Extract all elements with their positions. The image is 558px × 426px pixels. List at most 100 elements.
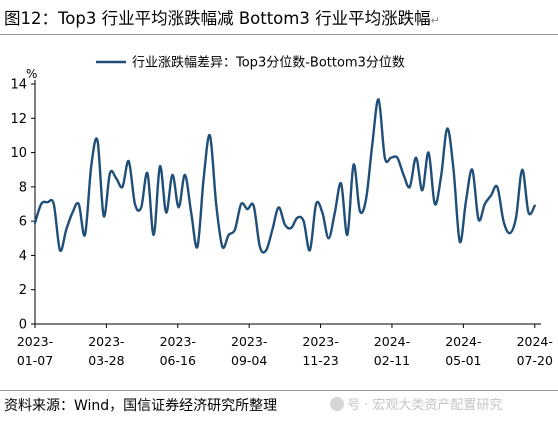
data-point — [464, 198, 468, 202]
data-point — [514, 216, 518, 220]
data-point — [283, 222, 287, 226]
data-point — [220, 245, 224, 249]
data-point — [39, 202, 43, 206]
data-point — [189, 210, 193, 214]
data-point — [301, 219, 305, 223]
y-axis: 0 2 4 6 8 10 12 14 — [10, 78, 36, 333]
data-point — [370, 142, 374, 146]
y-tick-label: 2 — [19, 283, 27, 298]
data-point — [389, 156, 393, 160]
data-point — [120, 185, 124, 189]
y-tick-label: 14 — [10, 78, 27, 93]
data-point — [495, 185, 499, 189]
data-point — [176, 205, 180, 209]
paragraph-mark-icon: ↵ — [430, 14, 440, 27]
figure-title-text: 图12：Top3 行业平均涨跌幅减 Bottom3 行业平均涨跌幅 — [4, 9, 431, 28]
data-point — [414, 156, 418, 160]
x-tick-label-year: 2023- — [88, 334, 124, 349]
y-tick-label: 12 — [10, 112, 27, 127]
data-point — [339, 181, 343, 185]
data-point — [358, 209, 362, 213]
data-point — [151, 233, 155, 237]
x-tick-label-year: 2023- — [17, 334, 53, 349]
series-line — [33, 98, 536, 254]
data-point — [508, 231, 512, 235]
data-point — [77, 202, 81, 206]
data-point — [408, 185, 412, 189]
data-point — [526, 210, 530, 214]
data-point — [170, 173, 174, 177]
data-point — [251, 204, 255, 208]
x-tick-label-year: 2023- — [231, 334, 267, 349]
y-tick-label: 4 — [19, 249, 27, 264]
data-point — [127, 159, 131, 163]
data-point — [320, 210, 324, 214]
data-point — [376, 97, 380, 101]
data-point — [501, 219, 505, 223]
data-point — [201, 176, 205, 180]
data-point — [145, 171, 149, 175]
data-point — [439, 174, 443, 178]
data-point — [420, 188, 424, 192]
data-point — [208, 133, 212, 137]
data-point — [33, 221, 37, 225]
y-tick-label: 0 — [19, 318, 27, 333]
data-point — [445, 126, 449, 130]
data-point — [364, 197, 368, 201]
data-point — [401, 173, 405, 177]
data-point — [483, 202, 487, 206]
legend-label: 行业涨跌幅差异：Top3分位数-Bottom3分位数 — [132, 55, 405, 71]
figure-title: 图12：Top3 行业平均涨跌幅减 Bottom3 行业平均涨跌幅↵ — [4, 6, 554, 32]
y-unit-label: % — [26, 67, 37, 81]
y-tick-label: 8 — [19, 180, 27, 195]
x-tick-label-year: 2024- — [517, 334, 553, 349]
data-point — [308, 248, 312, 252]
data-point — [326, 236, 330, 240]
data-point — [345, 233, 349, 237]
y-tick-label: 10 — [10, 146, 27, 161]
data-point — [233, 228, 237, 232]
data-point — [139, 205, 143, 209]
data-point — [264, 248, 268, 252]
data-point — [270, 228, 274, 232]
data-point — [70, 210, 74, 214]
source-note: 资料来源：Wind，国信证券经济研究所整理 — [4, 398, 278, 414]
data-point — [470, 168, 474, 172]
data-point — [289, 226, 293, 230]
source-rule — [0, 390, 558, 391]
data-point — [533, 204, 537, 208]
data-point — [102, 214, 106, 218]
x-tick-label-date: 01-07 — [17, 353, 53, 368]
x-tick-label-date: 07-20 — [517, 353, 553, 368]
x-tick-label-date: 03-28 — [88, 353, 124, 368]
data-point — [489, 193, 493, 197]
data-point — [133, 202, 137, 206]
data-point — [195, 245, 199, 249]
data-point — [108, 171, 112, 175]
data-point — [520, 168, 524, 172]
data-point — [351, 162, 355, 166]
data-point — [89, 164, 93, 168]
data-point — [258, 245, 262, 249]
data-point — [295, 216, 299, 220]
data-point — [83, 233, 87, 237]
data-point — [64, 228, 68, 232]
x-tick-label-date: 02-11 — [374, 353, 410, 368]
data-point — [58, 248, 62, 252]
x-tick-label-year: 2023- — [160, 334, 196, 349]
data-point — [183, 173, 187, 177]
data-point — [95, 138, 99, 142]
data-point — [383, 156, 387, 160]
watermark: 号 · 宏观大类资产配置研究 — [330, 396, 502, 416]
data-point — [214, 202, 218, 206]
data-point — [52, 202, 56, 206]
watermark-text: 号 · 宏观大类资产配置研究 — [347, 398, 503, 413]
data-point — [451, 168, 455, 172]
data-point — [226, 233, 230, 237]
x-tick-label-year: 2023- — [302, 334, 338, 349]
data-point — [114, 176, 118, 180]
data-point — [239, 202, 243, 206]
data-point — [476, 217, 480, 221]
data-point — [276, 205, 280, 209]
x-axis: 2023- 01-07 2023- 03-28 2023- 06-16 2023- 09-04… — [17, 323, 553, 368]
